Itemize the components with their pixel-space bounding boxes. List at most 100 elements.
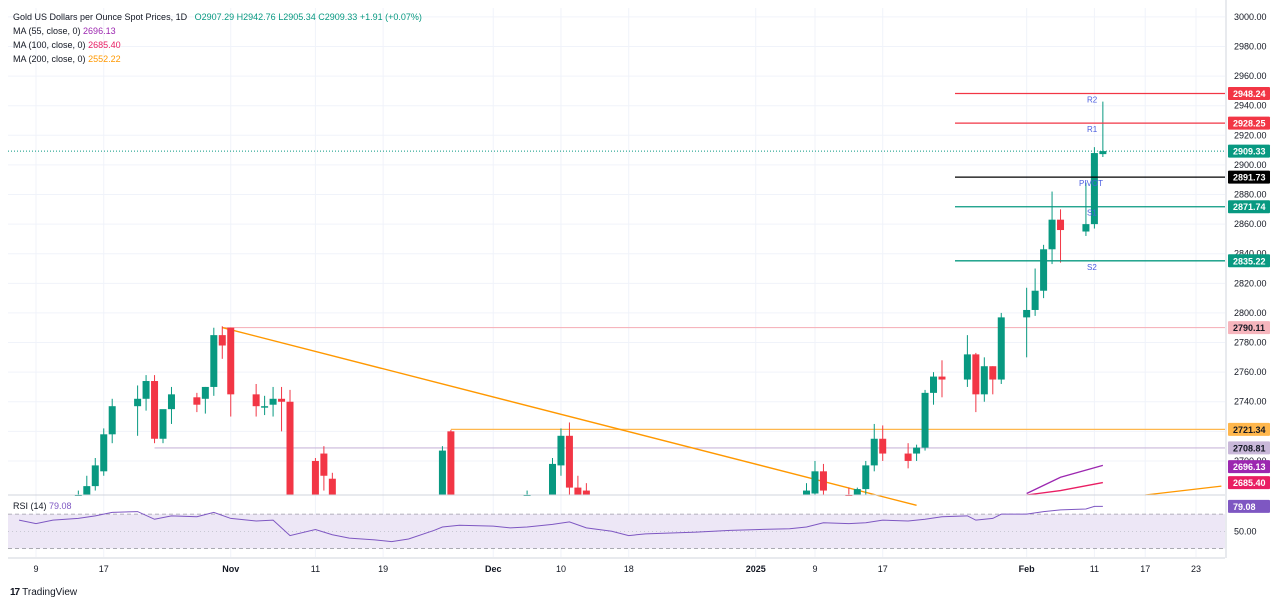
candles	[74, 101, 1107, 496]
pivot-badge-r1-text: 2928.25	[1233, 119, 1266, 129]
candle-body	[142, 381, 150, 399]
ma-badge-0: 2696.13	[1228, 460, 1270, 474]
price-tick-6: 2820.00	[1234, 278, 1267, 288]
candle-45	[972, 352, 980, 413]
candle-body	[913, 447, 921, 454]
time-tick-1: 17	[99, 564, 109, 574]
symbol-title: Gold US Dollars per Ounce Spot Prices, 1…	[13, 12, 188, 22]
ma-badge-1: 2685.40	[1228, 476, 1270, 490]
moving-average-lines	[1026, 464, 1222, 496]
candle-body	[862, 465, 870, 490]
price-tick-12: 2940.00	[1234, 101, 1267, 111]
candle-42	[930, 372, 938, 405]
candle-body	[963, 354, 971, 380]
candle-body	[320, 453, 328, 476]
ma100-label: MA (100, close, 0)	[13, 40, 86, 50]
ma-line-1	[1026, 481, 1103, 496]
time-tick-3: 11	[311, 564, 320, 574]
pivot-badge-s2-bg	[1228, 254, 1270, 268]
candle-52	[1048, 191, 1056, 265]
candle-15	[252, 383, 260, 417]
candle-21	[320, 446, 328, 491]
candle-12	[210, 327, 218, 396]
candle-body	[252, 394, 260, 407]
candle-body	[904, 453, 912, 461]
pivot-badge-s1-bg	[1228, 200, 1270, 214]
price-tick-4: 2780.00	[1234, 338, 1267, 348]
time-tick-9: 9	[812, 564, 817, 574]
price-tick-7: 2840.00	[1234, 249, 1267, 259]
tradingview-logo-icon: 17	[10, 587, 20, 598]
rsi-line	[18, 505, 1103, 543]
ma-badge-1-text: 2685.40	[1233, 478, 1266, 488]
candle-body	[921, 392, 929, 448]
ma-badge-0-text: 2696.13	[1233, 462, 1266, 472]
rsi-value: 79.08	[49, 501, 72, 511]
candle-body	[989, 366, 997, 380]
candle-46	[980, 357, 988, 402]
candle-53	[1057, 209, 1065, 263]
pivot-name-s2: S2	[1087, 263, 1097, 272]
candle-40	[913, 444, 921, 461]
price-tick-11: 2920.00	[1234, 130, 1267, 140]
pivot-badge-s1-text: 2871.74	[1233, 202, 1266, 212]
candle-26	[548, 457, 556, 495]
ma100-row[interactable]: MA (100, close, 0) 2685.40	[13, 38, 422, 52]
candle-17	[269, 386, 277, 417]
candle-body	[582, 490, 590, 495]
current-price-badge-text: 2909.33	[1233, 147, 1266, 157]
ma200-row[interactable]: MA (200, close, 0) 2552.22	[13, 52, 422, 66]
candle-31	[803, 483, 811, 495]
candle-28	[565, 422, 573, 495]
ohlc-close: C2909.33	[318, 12, 358, 22]
candle-body	[819, 471, 827, 491]
level-badge-1: 2721.34	[1228, 422, 1270, 436]
candle-body	[870, 438, 878, 466]
candle-38	[879, 425, 887, 461]
level-badge-2: 2708.81	[1228, 441, 1270, 455]
candle-30	[582, 483, 590, 495]
candle-7	[151, 375, 159, 444]
ma55-row[interactable]: MA (55, close, 0) 2696.13	[13, 24, 422, 38]
tradingview-brand[interactable]: 17 TradingView	[10, 587, 77, 598]
rsi-legend[interactable]: RSI (14) 79.08	[13, 501, 72, 511]
brand-name: TradingView	[22, 587, 78, 598]
candle-20	[311, 457, 319, 495]
ma55-label: MA (55, close, 0)	[13, 26, 81, 36]
level-badge-0-text: 2790.11	[1233, 323, 1265, 333]
candle-body	[803, 490, 811, 495]
time-tick-12: 11	[1090, 564, 1099, 574]
candle-49	[1023, 287, 1031, 358]
price-tick-13: 2960.00	[1234, 71, 1267, 81]
ma-line-0	[1026, 464, 1104, 495]
candle-54	[1082, 182, 1090, 236]
candle-8	[159, 409, 167, 444]
candle-body	[134, 398, 142, 407]
candle-body	[438, 450, 446, 495]
pivot-name-pivot: PIVOT	[1079, 179, 1103, 188]
pivot-badge-r2: 2948.24	[1228, 86, 1270, 100]
horizontal-levels	[8, 150, 1225, 449]
candle-body	[447, 431, 455, 495]
pivot-name-s1: S1	[1087, 209, 1097, 218]
candle-body	[853, 489, 861, 495]
time-tick-4: 19	[378, 564, 388, 574]
level-badge-1-text: 2721.34	[1233, 425, 1266, 435]
price-tick-2: 2740.00	[1234, 397, 1267, 407]
candle-body	[1099, 151, 1107, 155]
ma200-value: 2552.22	[88, 54, 121, 64]
pivot-badge-pivot-text: 2891.73	[1233, 173, 1266, 183]
rsi-label: RSI (14)	[13, 501, 47, 511]
time-tick-2: Nov	[222, 564, 239, 574]
candle-body	[261, 406, 269, 408]
level-badge-2-text: 2708.81	[1233, 443, 1266, 453]
candle-41	[921, 389, 929, 451]
ma100-value: 2685.40	[88, 40, 121, 50]
pivot-badge-pivot: 2891.73	[1228, 170, 1270, 184]
candle-body	[286, 401, 294, 495]
time-tick-8: 2025	[746, 564, 766, 574]
rsi-badge: 79.08	[1228, 499, 1270, 513]
downtrend-line	[222, 326, 917, 507]
